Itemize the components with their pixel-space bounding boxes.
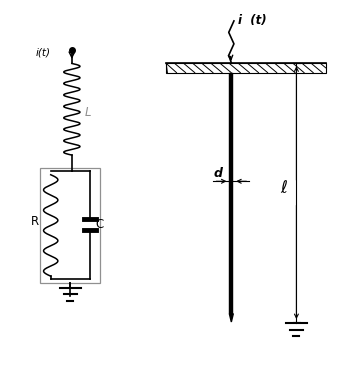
Text: R: R [31,216,39,229]
Bar [166,64,326,73]
Text: $\ell$: $\ell$ [280,179,288,197]
Polygon shape [230,314,233,322]
Text: i(t): i(t) [36,47,51,57]
Bar [230,73,233,314]
Text: d: d [214,167,222,180]
Text: i  (t): i (t) [239,14,267,27]
Text: L: L [84,106,91,119]
Text: C: C [95,218,103,231]
